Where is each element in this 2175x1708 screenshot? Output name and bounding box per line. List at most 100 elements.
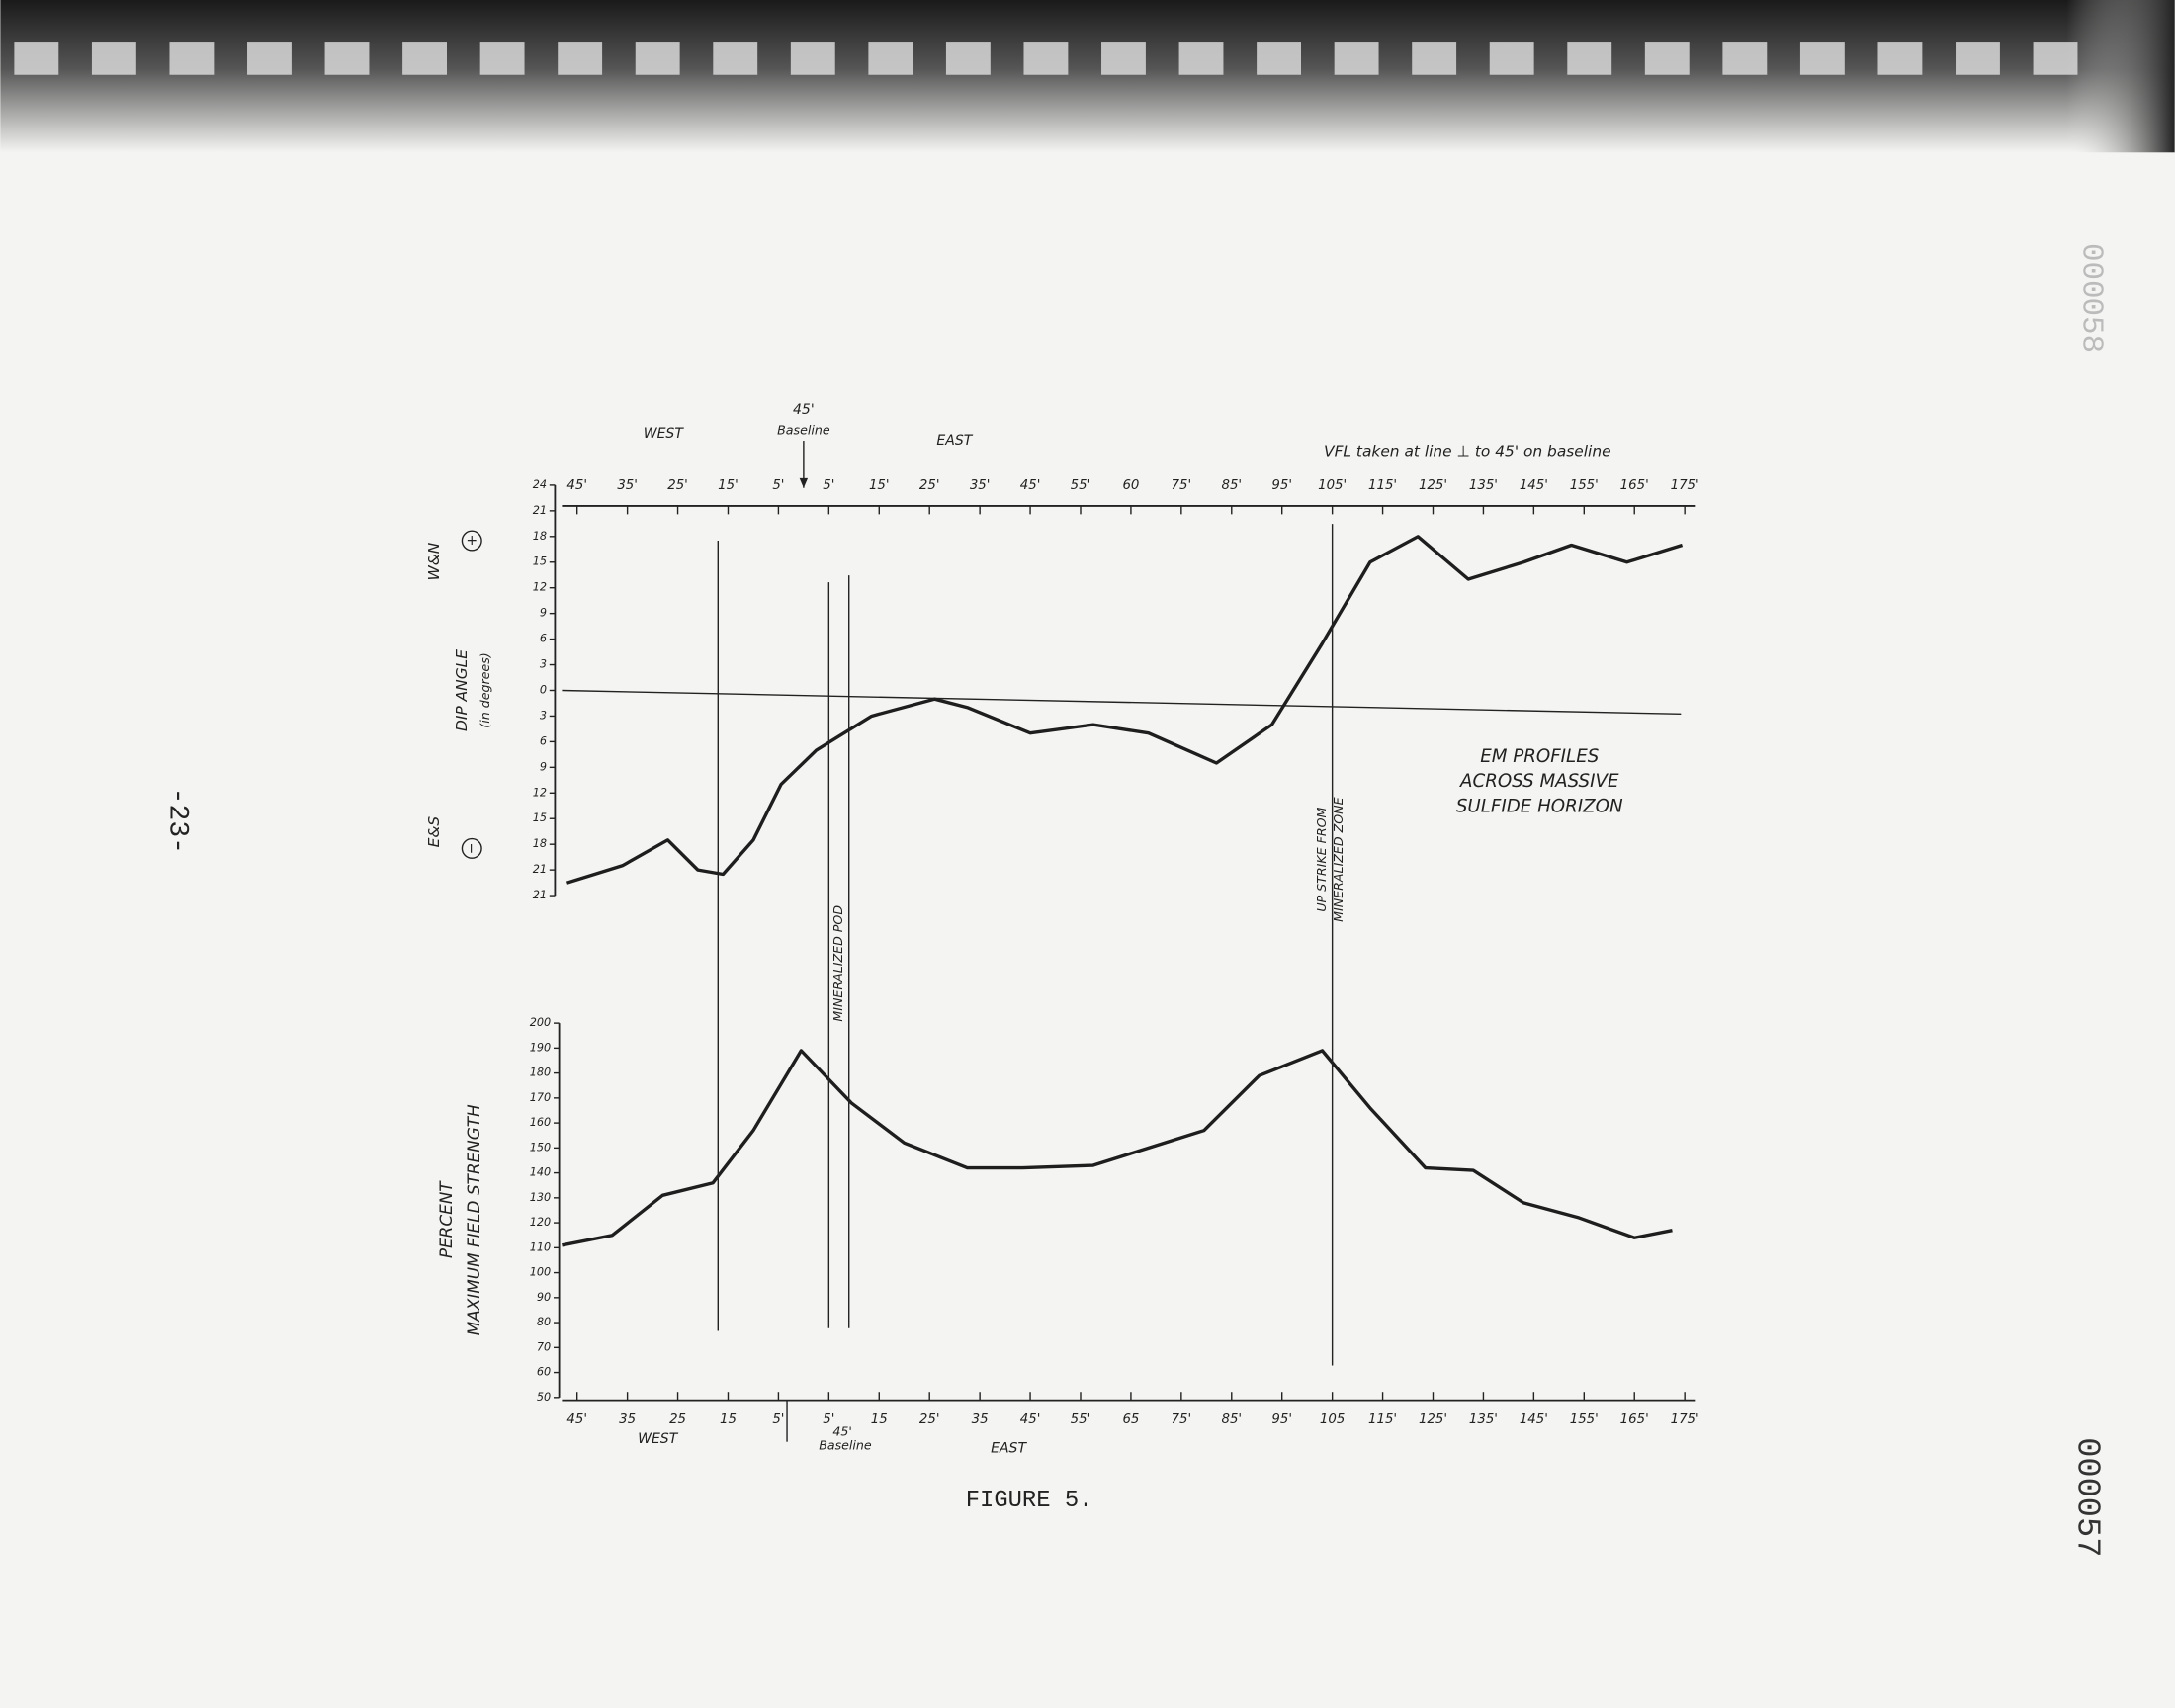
y-tick-label: 18 [533,837,547,850]
y-tick-label: 3 [540,658,547,671]
binder-hole [790,42,835,75]
x-tick-label: 45' [566,1412,587,1427]
corner-shadow [2066,0,2175,153]
positive-sign: + [466,533,478,549]
x-tick-label: 25' [667,478,688,493]
x-tick-label: 65 [1122,1412,1139,1427]
binder-hole [713,42,758,75]
y-tick-label: 60 [537,1366,551,1379]
y-label-sub: (in degrees) [478,652,492,727]
x-tick-label: 155' [1570,478,1599,493]
binder-hole [945,42,991,75]
east-label: EAST [936,433,973,449]
y-tick-label: 190 [530,1041,551,1054]
y-tick-label: 180 [530,1067,551,1079]
x-tick-label: 35 [619,1412,636,1427]
binder-hole [1334,42,1379,75]
binder-hole [169,42,215,75]
baseline-arrowhead [799,477,809,488]
x-tick-label: 15' [869,478,890,493]
y-tick-label: 120 [530,1216,551,1229]
baseline-label: Baseline [819,1437,872,1452]
reference-label: UP STRIKE FROM [1314,807,1329,911]
annotation: ACROSS MASSIVE [1459,771,1619,792]
binder-hole [247,42,292,75]
x-tick-label: 135' [1469,1412,1498,1427]
sign-circle [461,837,482,859]
y-tick-label: 3 [540,709,547,722]
x-tick-label: 145' [1520,478,1548,493]
x-tick-label: 35' [970,478,991,493]
positive-label: W&N [425,542,443,580]
y-label-sub: MAXIMUM FIELD STRENGTH [464,1104,483,1335]
binder-hole [1956,42,2000,75]
binder-hole [14,42,59,75]
negative-sign: − [464,843,479,855]
x-tick-label: 25' [919,478,940,493]
binder-holes [14,42,2078,75]
figure: -23- FIGURE 5. 000058 000057 24 21 18 15 12 9 6 3 0 3… [161,243,2108,1557]
binder-shadow [0,0,2175,153]
binder-hole [402,42,447,75]
stamp: 000058 [2073,243,2108,353]
x-tick-label: 55' [1071,1412,1091,1427]
x-tick-label: 175' [1671,478,1699,493]
y-tick-label: 6 [540,734,547,747]
y-tick-label: 21 [533,504,547,517]
note: VFL taken at line ⊥ to 45' on baseline [1324,443,1611,461]
x-tick-label: 15 [720,1412,737,1427]
binder-hole [1567,42,1612,75]
zero-line [562,689,1682,716]
figure-caption: FIGURE 5. [966,1488,1093,1514]
x-tick-label: 125' [1419,478,1447,493]
binder-hole [1722,42,1768,75]
x-tick-label: 135' [1469,478,1498,493]
x-tick-label: 95' [1271,1412,1292,1427]
x-tick-label: 55' [1071,478,1091,493]
y-tick-label: 9 [540,760,547,773]
data-line [562,1049,1673,1247]
y-tick-label: 140 [530,1166,551,1179]
x-tick-label: 95' [1271,478,1292,493]
binder-hole [868,42,914,75]
y-tick-label: 150 [530,1141,551,1153]
annotation: EM PROFILES [1480,746,1599,767]
data-line [566,535,1684,885]
x-tick-label: 75' [1172,1412,1192,1427]
x-tick-label: 60 [1122,478,1139,493]
y-tick-label: 15 [533,555,547,568]
x-tick-label: 5' [772,1412,784,1427]
y-tick-label: 100 [530,1266,551,1279]
y-tick-label: 21 [533,863,547,876]
x-tick-label: 105' [1318,478,1347,493]
x-tick-label: 165' [1620,478,1649,493]
binder-hole [2033,42,2078,75]
y-tick-label: 24 [533,478,547,491]
y-tick-label: 110 [530,1240,551,1253]
x-tick-label: 175' [1671,1412,1699,1427]
y-tick-label: 6 [540,633,547,645]
binder-hole [1644,42,1690,75]
binder-hole [558,42,603,75]
binder-hole [479,42,525,75]
x-tick-label: 35 [972,1412,989,1427]
x-tick-label: 45' [1020,1412,1041,1427]
x-tick-label: 45' [566,478,587,493]
binder-hole [1178,42,1224,75]
baseline-label: Baseline [777,423,830,438]
x-tick-label: 25 [669,1412,686,1427]
x-tick-label: 5' [772,478,784,493]
binder-hole [1799,42,1845,75]
y-tick-label: 15 [533,811,547,824]
y-tick-label: 160 [530,1116,551,1129]
reference-label: MINERALIZED ZONE [1331,797,1346,921]
y-tick-label: 18 [533,530,547,543]
y-tick-label: 12 [533,786,547,799]
annotation: SULFIDE HORIZON [1456,796,1623,816]
y-tick-label: 0 [540,683,547,696]
x-tick-label: 25' [919,1412,940,1427]
x-tick-label: 115' [1368,478,1397,493]
